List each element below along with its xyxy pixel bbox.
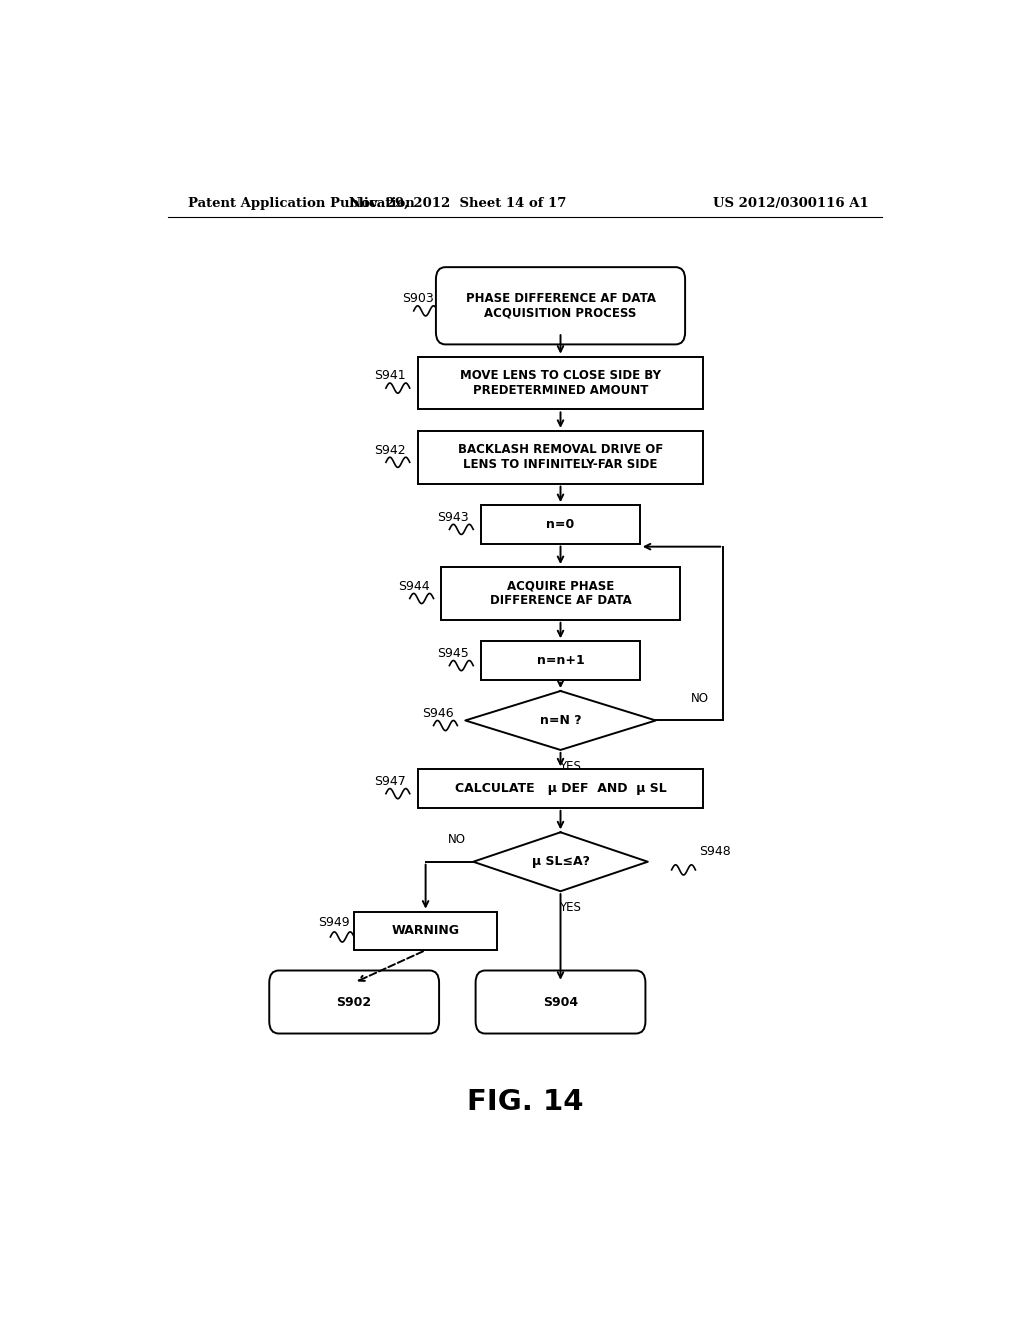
Text: S903: S903 xyxy=(401,292,433,305)
Text: Patent Application Publication: Patent Application Publication xyxy=(187,197,415,210)
Text: S902: S902 xyxy=(337,995,372,1008)
Text: YES: YES xyxy=(559,902,581,913)
FancyBboxPatch shape xyxy=(436,267,685,345)
Text: S945: S945 xyxy=(437,647,469,660)
Text: S944: S944 xyxy=(398,579,430,593)
Bar xyxy=(481,506,640,544)
Text: NO: NO xyxy=(690,692,709,705)
Text: MOVE LENS TO CLOSE SIDE BY
PREDETERMINED AMOUNT: MOVE LENS TO CLOSE SIDE BY PREDETERMINED… xyxy=(460,370,662,397)
Bar xyxy=(441,568,680,620)
Text: FIG. 14: FIG. 14 xyxy=(467,1088,583,1115)
FancyBboxPatch shape xyxy=(475,970,645,1034)
Text: S941: S941 xyxy=(374,370,406,383)
Text: NO: NO xyxy=(449,833,466,846)
Bar xyxy=(418,430,703,483)
Text: S946: S946 xyxy=(422,706,454,719)
Text: ACQUIRE PHASE
DIFFERENCE AF DATA: ACQUIRE PHASE DIFFERENCE AF DATA xyxy=(489,579,632,607)
Text: S904: S904 xyxy=(543,995,579,1008)
Text: n=n+1: n=n+1 xyxy=(537,653,585,667)
Text: YES: YES xyxy=(559,760,581,772)
Text: BACKLASH REMOVAL DRIVE OF
LENS TO INFINITELY-FAR SIDE: BACKLASH REMOVAL DRIVE OF LENS TO INFINI… xyxy=(458,444,664,471)
Text: WARNING: WARNING xyxy=(391,924,460,937)
Text: Nov. 29, 2012  Sheet 14 of 17: Nov. 29, 2012 Sheet 14 of 17 xyxy=(348,197,566,210)
Text: PHASE DIFFERENCE AF DATA
ACQUISITION PROCESS: PHASE DIFFERENCE AF DATA ACQUISITION PRO… xyxy=(466,292,655,319)
Text: US 2012/0300116 A1: US 2012/0300116 A1 xyxy=(713,197,868,210)
FancyBboxPatch shape xyxy=(269,970,439,1034)
Bar xyxy=(418,356,703,409)
Text: S949: S949 xyxy=(318,916,350,929)
Text: S948: S948 xyxy=(699,845,731,858)
Text: μ SL≤A?: μ SL≤A? xyxy=(531,855,590,869)
Text: n=0: n=0 xyxy=(547,517,574,531)
Bar xyxy=(481,642,640,680)
Text: CALCULATE   μ DEF  AND  μ SL: CALCULATE μ DEF AND μ SL xyxy=(455,781,667,795)
Text: S947: S947 xyxy=(374,775,406,788)
Bar xyxy=(354,912,497,950)
Text: S943: S943 xyxy=(437,511,469,524)
Text: n=N ?: n=N ? xyxy=(540,714,582,727)
Text: S942: S942 xyxy=(374,444,406,457)
Bar xyxy=(418,770,703,808)
